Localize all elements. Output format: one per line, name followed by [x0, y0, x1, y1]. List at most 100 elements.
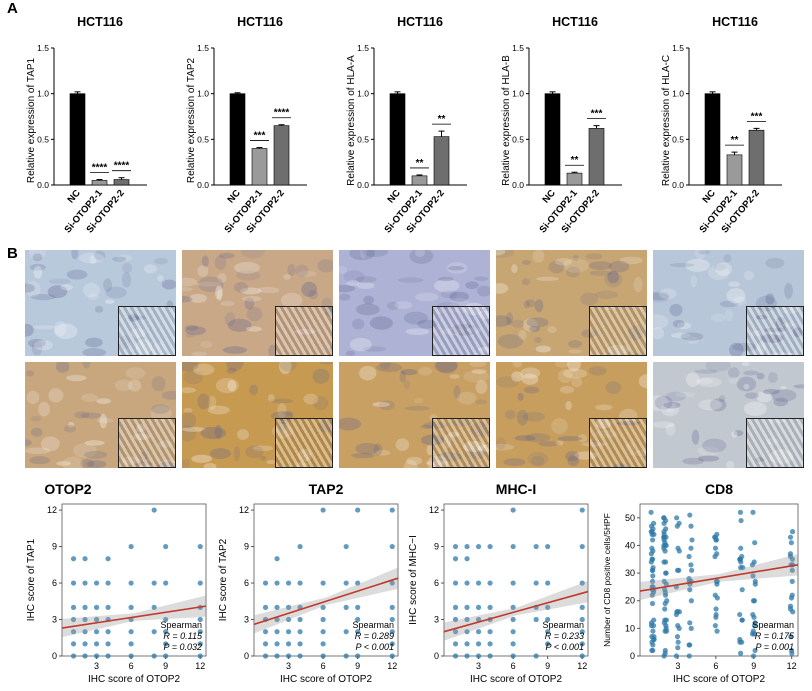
data-point: [752, 540, 758, 546]
significance-label: **: [416, 158, 424, 169]
x-tick-label: 9: [163, 661, 168, 671]
x-axis-label: IHC score of OTOP2: [673, 674, 766, 685]
data-point: [151, 653, 157, 659]
data-point: [545, 641, 551, 647]
data-point: [661, 653, 667, 659]
data-point: [82, 641, 88, 647]
bar-chart-hla-c: HCT116 Relative expression of HLA-C 0.0 0.5…: [661, 15, 782, 235]
data-point: [105, 556, 111, 562]
data-point: [464, 653, 470, 659]
y-tick-label: 0.5: [512, 134, 524, 144]
data-point: [714, 551, 720, 557]
data-point: [285, 604, 292, 610]
data-point: [738, 564, 744, 571]
data-point: [739, 617, 745, 623]
x-tick-label: 3: [94, 661, 99, 671]
y-tick-label: 9: [52, 542, 57, 552]
data-point: [510, 543, 516, 550]
data-point: [686, 642, 692, 648]
ihc-image-tile: [496, 250, 647, 356]
data-point: [579, 507, 585, 513]
significance-label: ***: [254, 131, 266, 142]
stats-method: Spearman: [752, 620, 794, 630]
significance-label: **: [571, 155, 579, 166]
data-point: [355, 507, 361, 513]
data-point: [650, 573, 656, 579]
data-point: [151, 507, 157, 513]
data-point: [661, 559, 667, 565]
data-point: [661, 515, 667, 521]
data-point: [464, 580, 470, 586]
y-tick-label: 0: [244, 651, 249, 661]
y-tick-label: 0.5: [37, 134, 49, 144]
data-point: [297, 580, 303, 586]
data-point: [533, 580, 539, 586]
data-point: [320, 653, 326, 659]
magnified-inset: [589, 418, 647, 468]
data-point: [673, 653, 680, 659]
data-point: [789, 529, 796, 535]
data-point: [70, 641, 77, 647]
data-point: [789, 578, 795, 584]
data-point: [82, 556, 88, 562]
data-point: [788, 634, 794, 640]
data-point: [714, 581, 720, 587]
y-tick-label: 0.5: [672, 134, 684, 144]
data-point: [452, 604, 459, 610]
data-point: [105, 629, 111, 635]
y-tick-label: 12: [239, 505, 249, 515]
data-point: [663, 534, 669, 540]
data-point: [651, 617, 657, 623]
regression-line: [61, 605, 207, 629]
bar-1: [411, 175, 428, 186]
data-point: [648, 509, 654, 515]
x-tick-label: 3: [675, 661, 680, 671]
data-point: [487, 653, 493, 659]
bar-1: [566, 172, 583, 186]
data-point: [197, 616, 203, 623]
x-tick-label: 12: [387, 661, 397, 671]
data-point: [82, 616, 88, 623]
data-point: [738, 545, 744, 551]
data-point: [750, 573, 756, 579]
y-tick-label: 30: [625, 568, 635, 578]
chart-title: HCT116: [237, 15, 283, 29]
magnified-inset: [589, 306, 647, 356]
data-point: [649, 600, 656, 607]
data-point: [355, 653, 361, 659]
data-point: [579, 629, 585, 635]
y-tick-label: 1.5: [512, 43, 524, 53]
data-point: [475, 653, 482, 659]
bar-1: [726, 154, 743, 186]
data-point: [579, 580, 585, 586]
data-point: [737, 509, 744, 515]
scatter-chart-tap1: OTOP2 IHC score of TAP1 IHC score of OTOP2…: [26, 481, 207, 685]
data-point: [750, 598, 757, 604]
data-point: [285, 616, 292, 623]
data-point: [787, 606, 794, 612]
y-tick-label: 1.5: [197, 43, 209, 53]
x-tick-label: 6: [713, 661, 718, 671]
data-point: [650, 548, 656, 554]
data-point: [579, 653, 585, 659]
data-point: [274, 629, 280, 635]
data-point: [545, 616, 551, 623]
data-point: [475, 629, 482, 635]
data-point: [650, 589, 657, 596]
data-point: [389, 604, 395, 610]
stats-method: Spearman: [542, 620, 584, 630]
y-axis-label: Number of CD8 positive cells/5HPF: [602, 513, 612, 647]
ihc-image-tile: [653, 250, 804, 356]
data-point: [151, 604, 157, 610]
data-point: [82, 629, 88, 635]
ihc-image-grid: [25, 250, 810, 472]
data-point: [688, 562, 694, 568]
data-point: [105, 604, 111, 610]
data-point: [788, 595, 795, 601]
data-point: [737, 611, 743, 618]
data-point: [739, 587, 745, 593]
magnified-inset: [432, 418, 490, 468]
chart-title: CD8: [705, 481, 733, 497]
data-point: [662, 606, 668, 612]
